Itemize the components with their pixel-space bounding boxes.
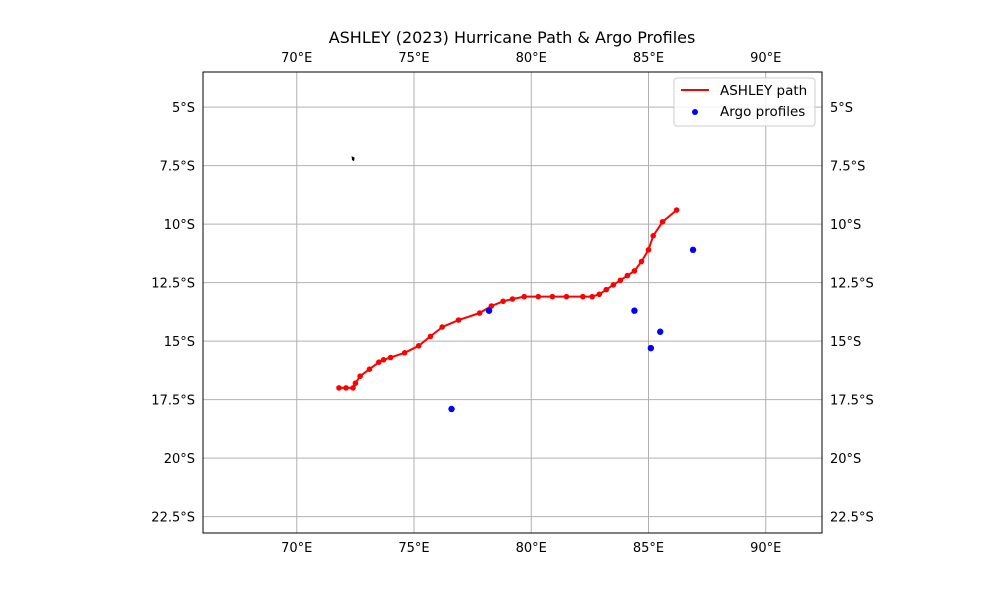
x-tick-label-bottom: 85°E <box>633 541 664 556</box>
ashley-path-point <box>589 293 596 300</box>
ashley-path-point <box>659 218 666 225</box>
ashley-path-point <box>596 291 603 298</box>
legend-path-label: ASHLEY path <box>720 83 807 99</box>
y-tick-label-right: 22.5°S <box>830 511 874 526</box>
hurricane-path <box>336 207 680 391</box>
ashley-path-point <box>638 258 645 265</box>
ashley-path-point <box>488 303 495 309</box>
y-tick-label-right: 17.5°S <box>830 394 874 409</box>
ashley-path-point <box>357 373 363 380</box>
tick-labels: 70°E 70°E 75°E 75°E 80°E 80°E 85°E 85°E 90°E 90°E… <box>151 51 873 556</box>
legend-argo-label: Argo profiles <box>720 104 805 120</box>
x-tick-label-top: 80°E <box>516 51 547 66</box>
ashley-path-point <box>415 342 422 349</box>
argo-profile-point <box>647 344 655 352</box>
argo-profiles <box>448 246 697 413</box>
ashley-path-point <box>624 272 631 279</box>
ashley-path-point <box>376 359 382 365</box>
ashley-path-line <box>339 209 678 389</box>
plot-frame <box>202 71 823 534</box>
ashley-path-point <box>535 293 542 300</box>
chart-title: ASHLEY (2023) Hurricane Path & Argo Prof… <box>329 28 696 47</box>
ashley-path-point <box>352 380 359 387</box>
x-tick-label-bottom: 90°E <box>750 541 781 556</box>
y-tick-label-right: 15°S <box>830 335 861 350</box>
y-tick-label-left: 15°S <box>164 335 195 350</box>
ashley-path-point <box>603 286 610 293</box>
x-tick-label-bottom: 75°E <box>398 541 429 556</box>
ashley-path-point <box>387 354 394 361</box>
ashley-path-point <box>439 324 445 330</box>
ashley-path-point <box>336 385 342 391</box>
legend: ASHLEY path Argo profiles <box>673 77 816 127</box>
ashley-path-point <box>617 277 624 284</box>
ashley-path-point <box>427 333 434 340</box>
x-tick-label-bottom: 70°E <box>281 541 312 556</box>
y-tick-label-left: 22.5°S <box>151 511 195 526</box>
ashley-path-point <box>500 298 506 305</box>
argo-profile-point <box>689 246 697 254</box>
x-tick-label-bottom: 80°E <box>516 541 547 556</box>
y-tick-label-right: 20°S <box>830 452 861 467</box>
argo-profile-point <box>657 328 664 335</box>
ashley-path-point <box>380 357 387 363</box>
x-tick-label-top: 75°E <box>398 51 429 66</box>
grid <box>203 72 822 533</box>
argo-profile-point <box>448 405 455 413</box>
ashley-path-point <box>645 247 652 253</box>
ashley-path-point <box>343 385 349 391</box>
y-tick-label-left: 5°S <box>172 101 195 116</box>
ashley-path-point <box>366 366 373 372</box>
x-tick-label-top: 85°E <box>633 51 664 66</box>
y-tick-label-left: 12.5°S <box>151 277 195 292</box>
ashley-path-point <box>401 350 408 356</box>
x-tick-label-top: 70°E <box>281 51 312 66</box>
ashley-path-point <box>650 233 656 239</box>
ashley-path-point <box>673 207 680 213</box>
ashley-path-point <box>455 317 462 323</box>
y-tick-label-right: 10°S <box>830 218 861 233</box>
x-tick-label-top: 90°E <box>750 51 781 66</box>
ashley-path-point <box>580 293 586 300</box>
ashley-path-point <box>563 293 570 300</box>
y-tick-label-right: 12.5°S <box>830 277 874 292</box>
ashley-path-point <box>549 293 556 300</box>
island-shape <box>351 156 355 162</box>
ashley-path-point <box>631 268 638 274</box>
y-tick-label-right: 5°S <box>830 101 853 116</box>
argo-profile-point <box>631 307 638 314</box>
ashley-path-point <box>509 296 516 302</box>
legend-argo-swatch <box>692 109 698 115</box>
ashley-path-point <box>610 282 617 288</box>
land-features <box>351 156 355 162</box>
y-tick-label-left: 17.5°S <box>151 394 195 409</box>
argo-profile-point <box>485 307 493 314</box>
ashley-path-point <box>476 310 483 316</box>
legend-box <box>673 77 816 127</box>
y-tick-label-right: 7.5°S <box>830 160 865 175</box>
ashley-path-point <box>521 293 528 300</box>
y-tick-label-left: 20°S <box>164 452 195 467</box>
y-tick-label-left: 10°S <box>164 218 195 233</box>
ashley-path-point <box>350 385 356 391</box>
y-tick-label-left: 7.5°S <box>160 160 195 175</box>
